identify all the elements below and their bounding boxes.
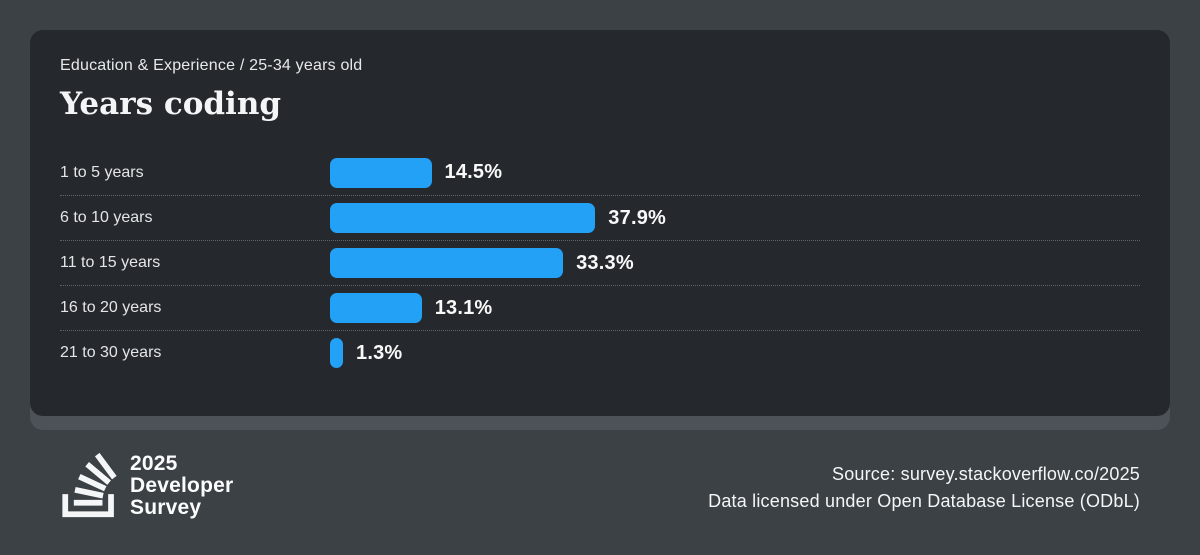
bar-11-to-15-years — [330, 248, 564, 278]
source-attribution: Source: survey.stackoverflow.co/2025 Dat… — [708, 461, 1140, 514]
bar-chart: 1 to 5 years 14.5% 6 to 10 years 37.9% 1… — [60, 150, 1140, 375]
value-label: 1.3% — [356, 341, 403, 364]
chart-row: 21 to 30 years 1.3% — [60, 330, 1140, 375]
license-line: Data licensed under Open Database Licens… — [708, 490, 1140, 511]
chart-row: 11 to 15 years 33.3% — [60, 240, 1140, 285]
page-title: Years coding — [60, 86, 282, 122]
value-label: 14.5% — [444, 161, 503, 183]
bar-6-to-10-years — [330, 203, 596, 233]
survey-logo-text: 2025 Developer Survey — [130, 453, 233, 519]
value-label: 13.1% — [434, 296, 493, 319]
category-label: 21 to 30 years — [60, 344, 162, 361]
value-label: 37.9% — [608, 206, 667, 229]
stackoverflow-logo-icon — [62, 448, 117, 522]
category-label: 1 to 5 years — [60, 163, 144, 181]
logo-line-survey: Survey — [130, 496, 202, 519]
logo-line-year: 2025 — [130, 452, 178, 475]
value-label: 33.3% — [576, 251, 634, 274]
chart-row: 6 to 10 years 37.9% — [60, 195, 1140, 240]
chart-row: 1 to 5 years 14.5% — [60, 150, 1140, 195]
survey-logo: 2025 Developer Survey — [62, 448, 233, 522]
logo-line-developer: Developer — [130, 474, 234, 497]
bar-21-to-30-years — [330, 338, 343, 368]
bar-16-to-20-years — [330, 293, 422, 323]
category-label: 11 to 15 years — [60, 254, 161, 271]
category-label: 16 to 20 years — [60, 299, 162, 316]
bar-1-to-5-years — [330, 157, 432, 188]
chart-card: Education & Experience / 25-34 years old… — [30, 30, 1170, 416]
breadcrumb: Education & Experience / 25-34 years old — [60, 57, 363, 74]
category-label: 6 to 10 years — [60, 209, 153, 226]
chart-row: 16 to 20 years 13.1% — [60, 285, 1140, 330]
source-url-line: Source: survey.stackoverflow.co/2025 — [831, 464, 1140, 484]
